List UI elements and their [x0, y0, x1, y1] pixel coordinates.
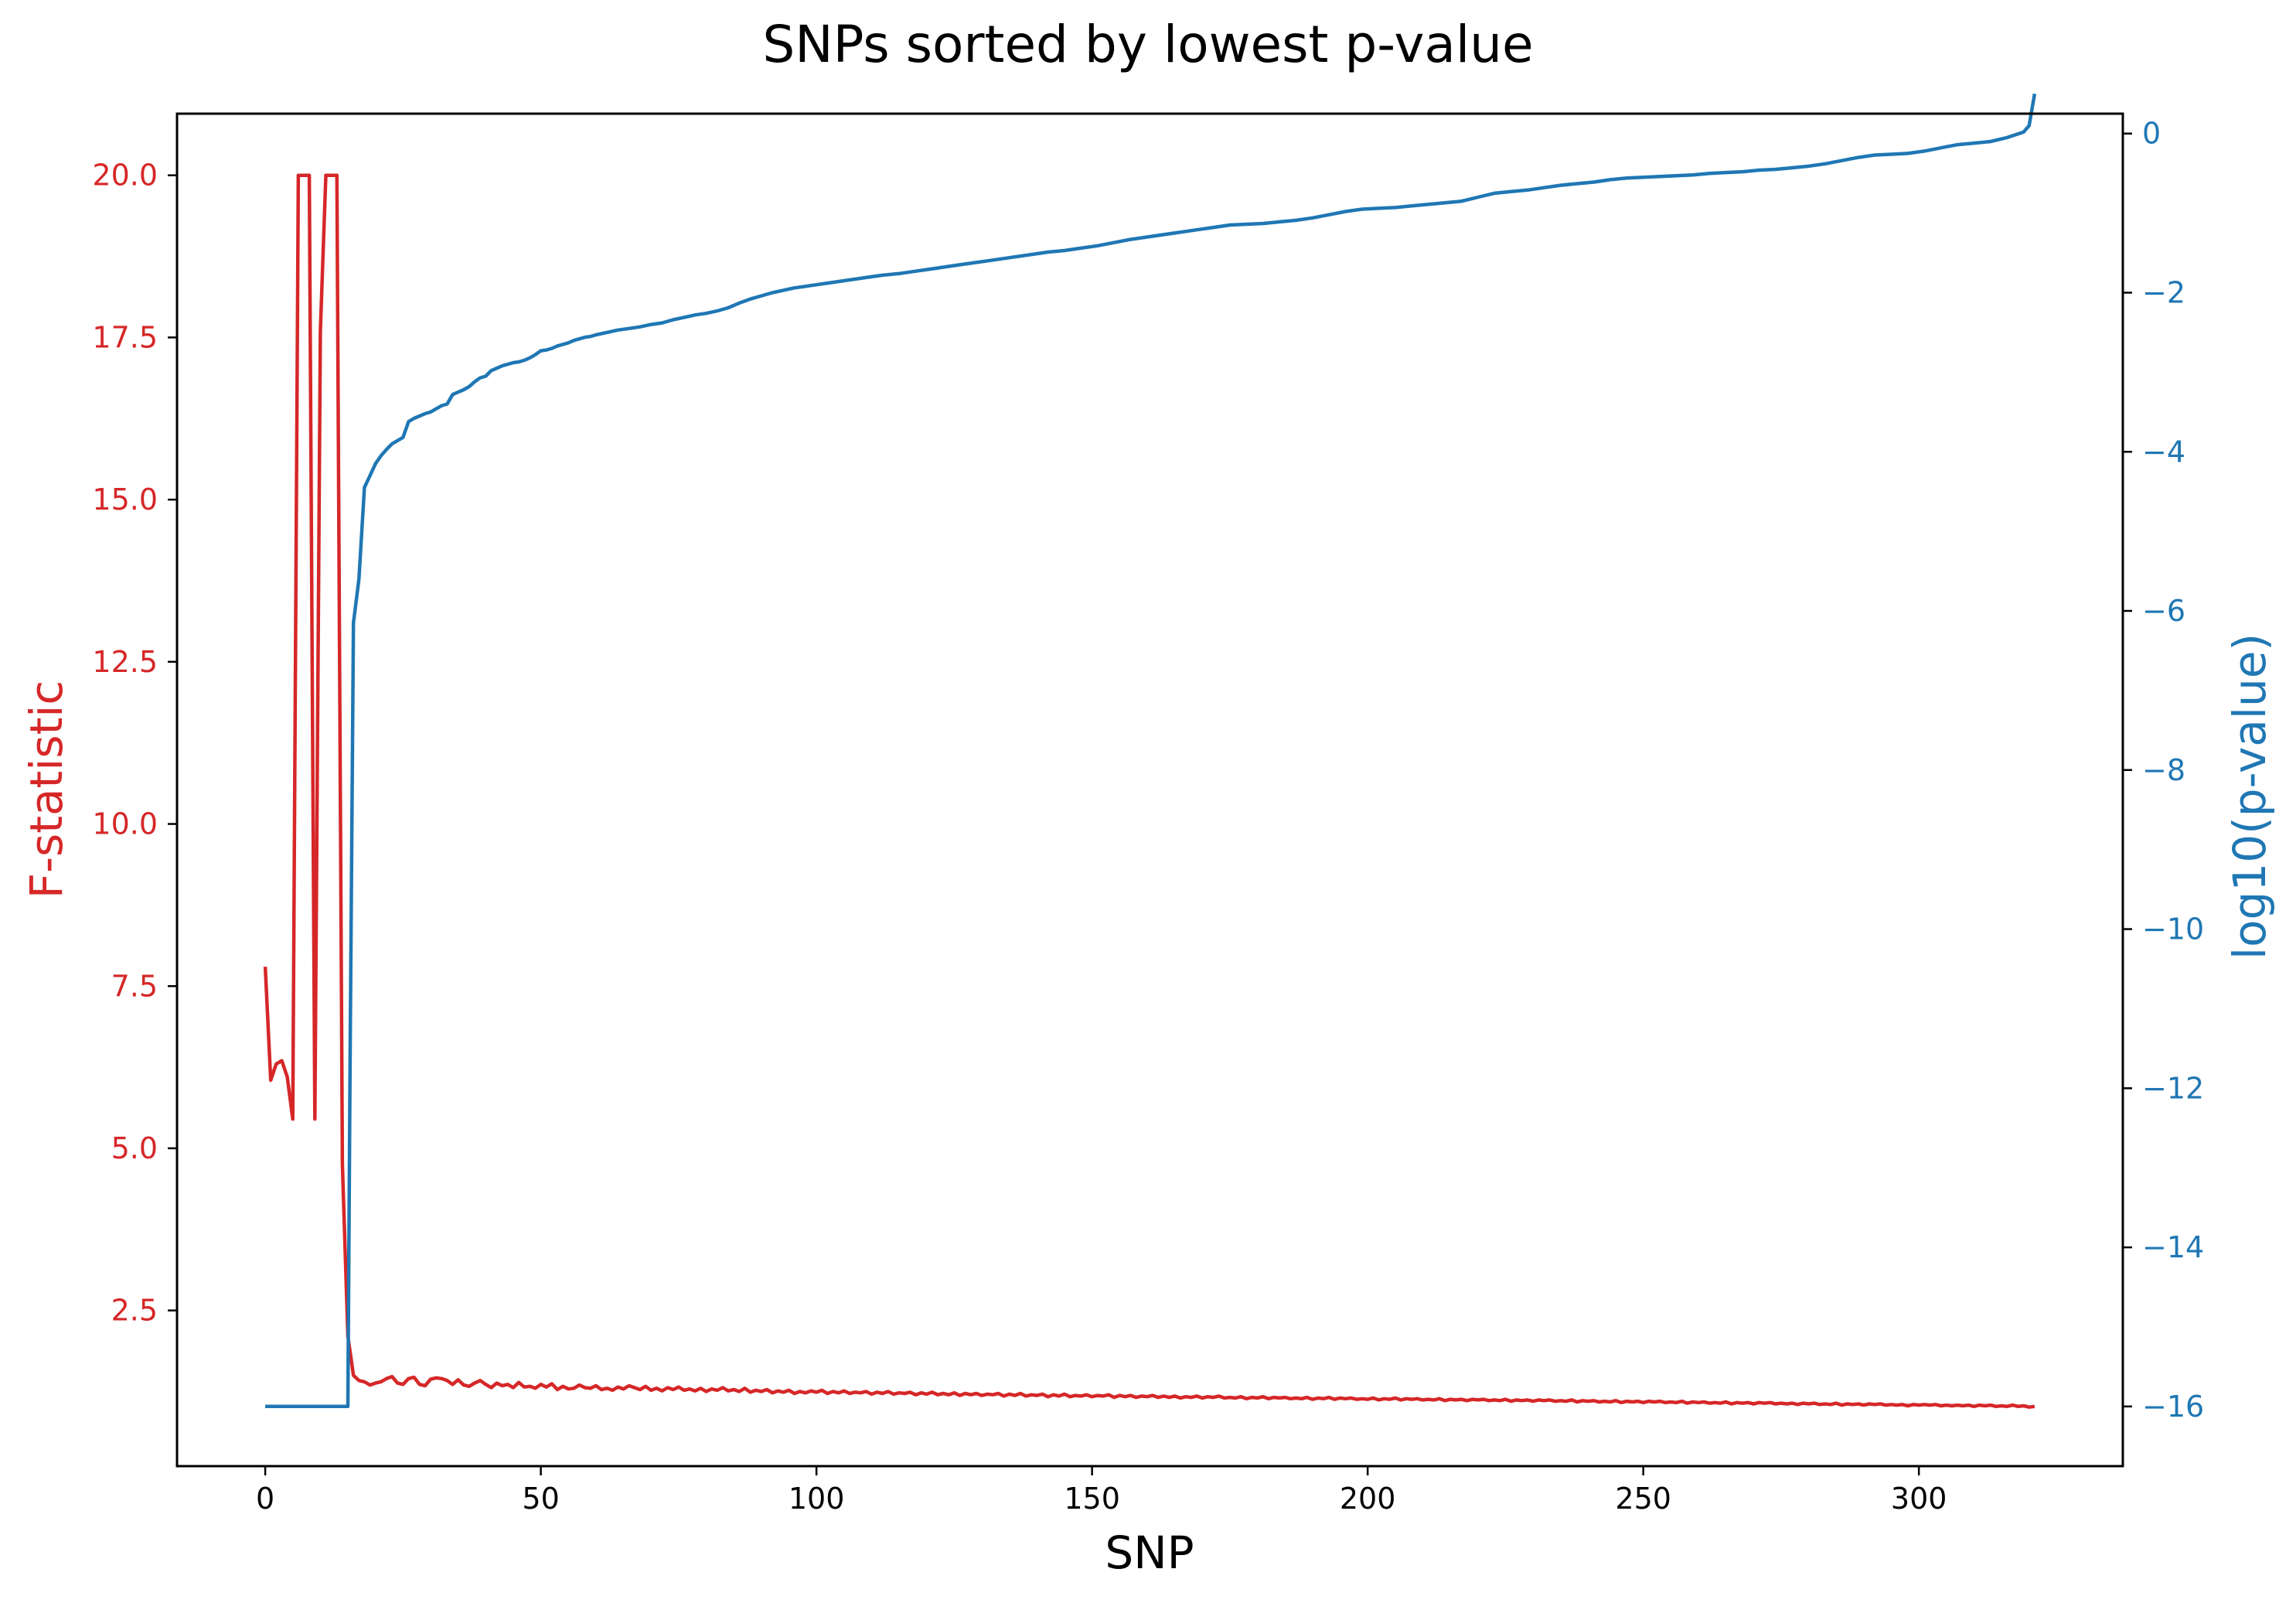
x-tick-label: 200: [1340, 1482, 1396, 1516]
right-tick-label: −8: [2142, 753, 2185, 787]
left-axis-ticks: 2.5 5.0 7.5 10.0 12.5 15.0 17.5 20.0: [92, 159, 177, 1328]
x-tick-label: 0: [256, 1482, 274, 1516]
right-tick-label: −2: [2142, 275, 2185, 309]
left-tick-label: 5.0: [111, 1131, 158, 1165]
plot-frame: [175, 112, 2124, 1468]
right-tick-label: −12: [2142, 1071, 2204, 1105]
left-axis-label: F-statistic: [20, 680, 73, 899]
x-axis-ticks: 0 50 100 150 200 250 300: [256, 1466, 1947, 1516]
left-tick-label: 17.5: [92, 320, 158, 354]
x-tick-label: 100: [789, 1482, 845, 1516]
log10-p-value-series-line: [265, 93, 2037, 1409]
right-axis-ticks: 0 −2 −4 −6 −8 −10 −12 −14 −16: [2123, 117, 2204, 1424]
series-layer: [263, 93, 2037, 1409]
right-axis-label: log10(p-value): [2223, 633, 2276, 960]
x-tick-label: 300: [1891, 1482, 1947, 1516]
right-tick-label: −14: [2142, 1230, 2204, 1264]
f-statistic-series-line: [263, 173, 2035, 1409]
right-tick-label: −6: [2142, 594, 2185, 628]
chart-title: SNPs sorted by lowest p-value: [762, 15, 1533, 74]
left-tick-label: 20.0: [92, 159, 158, 193]
left-tick-label: 2.5: [111, 1294, 158, 1328]
x-tick-label: 150: [1064, 1482, 1120, 1516]
left-tick-label: 10.0: [92, 807, 158, 841]
left-tick-label: 12.5: [92, 645, 158, 679]
x-tick-label: 250: [1615, 1482, 1671, 1516]
x-axis-label: SNP: [1105, 1526, 1194, 1579]
right-tick-label: −10: [2142, 912, 2204, 946]
right-tick-label: −4: [2142, 435, 2185, 469]
left-tick-label: 15.0: [92, 483, 158, 517]
right-tick-label: 0: [2142, 117, 2161, 151]
x-tick-label: 50: [522, 1482, 559, 1516]
left-tick-label: 7.5: [111, 969, 158, 1003]
right-tick-label: −16: [2142, 1390, 2204, 1424]
